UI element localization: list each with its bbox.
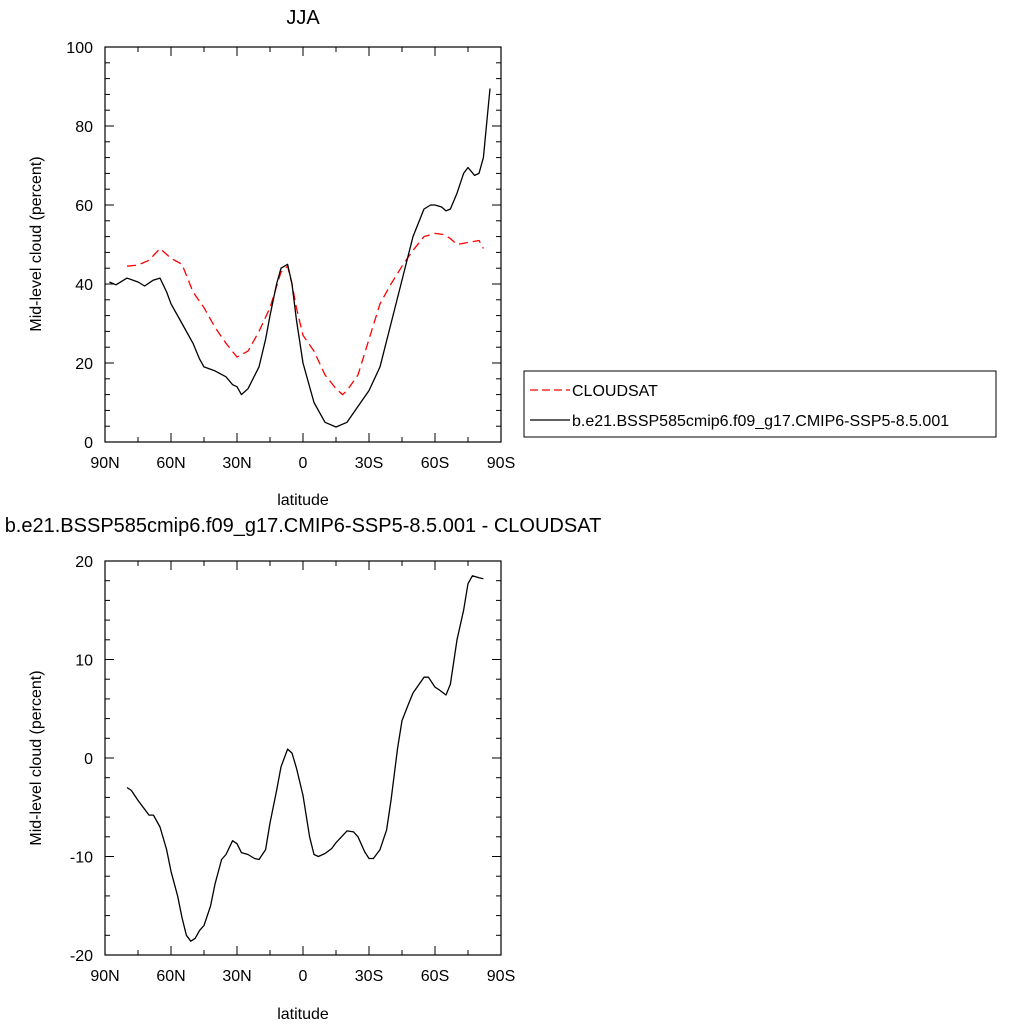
x-tick-label: 30S <box>355 455 383 472</box>
x-tick-label: 90N <box>90 968 119 985</box>
x-tick-label: 60S <box>421 455 449 472</box>
y-tick-label: 80 <box>75 119 93 136</box>
y-tick-label: 0 <box>84 751 93 768</box>
chart-title: b.e21.BSSP585cmip6.f09_g17.CMIP6-SSP5-8.… <box>5 515 602 537</box>
x-tick-label: 30N <box>222 968 251 985</box>
x-tick-label: 90N <box>90 455 119 472</box>
y-tick-label: -20 <box>70 948 93 965</box>
panel-jja: JJA Mid-level cloud (percent) latitude 9… <box>28 7 515 509</box>
x-tick-label: 30S <box>355 968 383 985</box>
y-axis-label: Mid-level cloud (percent) <box>28 156 45 331</box>
x-tick-label: 60N <box>156 455 185 472</box>
legend-label-cloudsat: CLOUDSAT <box>572 383 658 400</box>
x-tick-label: 90S <box>487 968 515 985</box>
x-axis-label: latitude <box>277 1006 329 1023</box>
legend-box <box>523 370 997 438</box>
panel-difference: b.e21.BSSP585cmip6.f09_g17.CMIP6-SSP5-8.… <box>5 515 602 1023</box>
y-tick-label: 100 <box>66 40 93 57</box>
legend: CLOUDSAT b.e21.BSSP585cmip6.f09_g17.CMIP… <box>523 370 997 438</box>
plot-frame <box>104 560 502 956</box>
x-tick-label: 30N <box>222 455 251 472</box>
y-tick-label: 40 <box>75 277 93 294</box>
x-tick-label: 90S <box>487 455 515 472</box>
y-tick-label: 20 <box>75 356 93 373</box>
y-tick-label: 20 <box>75 554 93 571</box>
y-tick-label: 0 <box>84 435 93 452</box>
legend-label-model: b.e21.BSSP585cmip6.f09_g17.CMIP6-SSP5-8.… <box>572 413 949 430</box>
series-line-1 <box>109 88 491 428</box>
x-tick-label: 0 <box>299 968 308 985</box>
x-tick-label: 60S <box>421 968 449 985</box>
chart-title: JJA <box>286 7 320 29</box>
series-line-0 <box>126 232 484 396</box>
y-axis-label: Mid-level cloud (percent) <box>28 670 45 845</box>
x-axis-label: latitude <box>277 492 329 509</box>
x-tick-label: 60N <box>156 968 185 985</box>
series-line-0 <box>126 575 484 942</box>
y-tick-label: 60 <box>75 198 93 215</box>
plot-frame <box>104 46 502 443</box>
y-tick-label: -10 <box>70 850 93 867</box>
x-tick-label: 0 <box>299 455 308 472</box>
y-tick-label: 10 <box>75 653 93 670</box>
